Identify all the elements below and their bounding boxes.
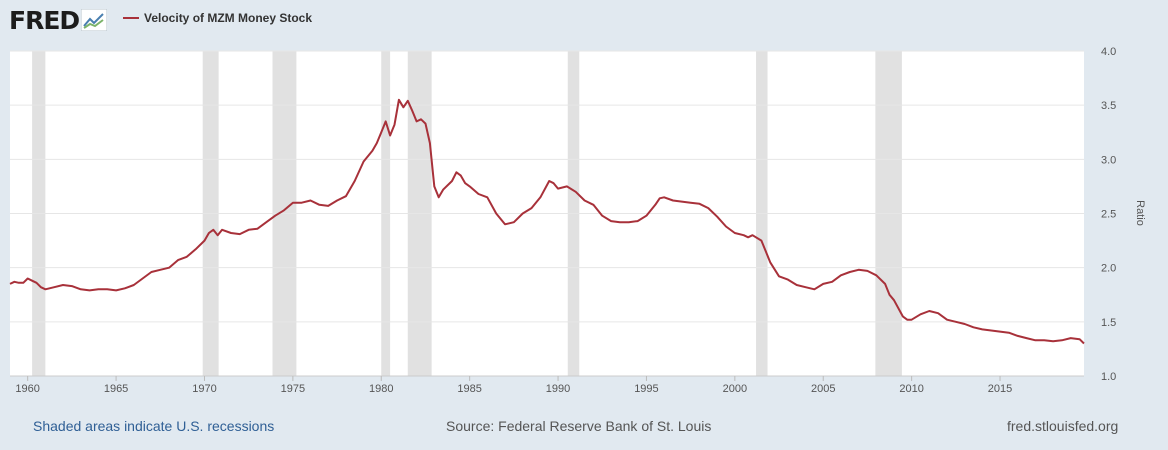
x-tick-label: 1995 <box>634 383 658 395</box>
x-tick-label: 1960 <box>15 383 39 395</box>
y-tick-label: 3.0 <box>1101 154 1116 166</box>
series-line <box>9 98 1085 345</box>
x-tick-label: 2010 <box>899 383 923 395</box>
recessions-note: Shaded areas indicate U.S. recessions <box>33 418 275 434</box>
x-tick-label: 1980 <box>369 383 393 395</box>
x-tick-label: 2015 <box>988 383 1012 395</box>
chart-legend[interactable]: Velocity of MZM Money Stock <box>123 11 312 25</box>
x-tick-label: 2000 <box>723 383 747 395</box>
y-tick-label: 1.0 <box>1101 371 1116 383</box>
y-tick-label: 4.0 <box>1101 46 1116 58</box>
legend-swatch <box>123 17 139 19</box>
site-link[interactable]: fred.stlouisfed.org <box>1007 418 1119 434</box>
x-tick-label: 2005 <box>811 383 835 395</box>
fred-logo-text: FRED <box>9 5 80 35</box>
chart-line-icon <box>81 9 108 31</box>
x-tick-label: 1975 <box>281 383 305 395</box>
legend-label: Velocity of MZM Money Stock <box>144 11 313 25</box>
line-chart: 1.0 1.5 2.0 2.5 3.0 3.5 4.0 1960 1965 1970 1975 198… <box>9 46 1146 395</box>
y-tick-label: 2.5 <box>1101 209 1116 221</box>
y-axis-label: Ratio <box>1134 200 1146 226</box>
fred-logo[interactable]: FRED <box>9 5 108 35</box>
x-tick-label: 1965 <box>104 383 128 395</box>
x-tick-label: 1985 <box>457 383 481 395</box>
source-note: Source: Federal Reserve Bank of St. Loui… <box>446 418 712 434</box>
y-tick-label: 2.0 <box>1101 263 1116 275</box>
y-tick-label: 1.5 <box>1101 317 1116 329</box>
y-tick-label: 3.5 <box>1101 100 1116 112</box>
x-tick-label: 1990 <box>546 383 570 395</box>
x-tick-label: 1970 <box>192 383 216 395</box>
